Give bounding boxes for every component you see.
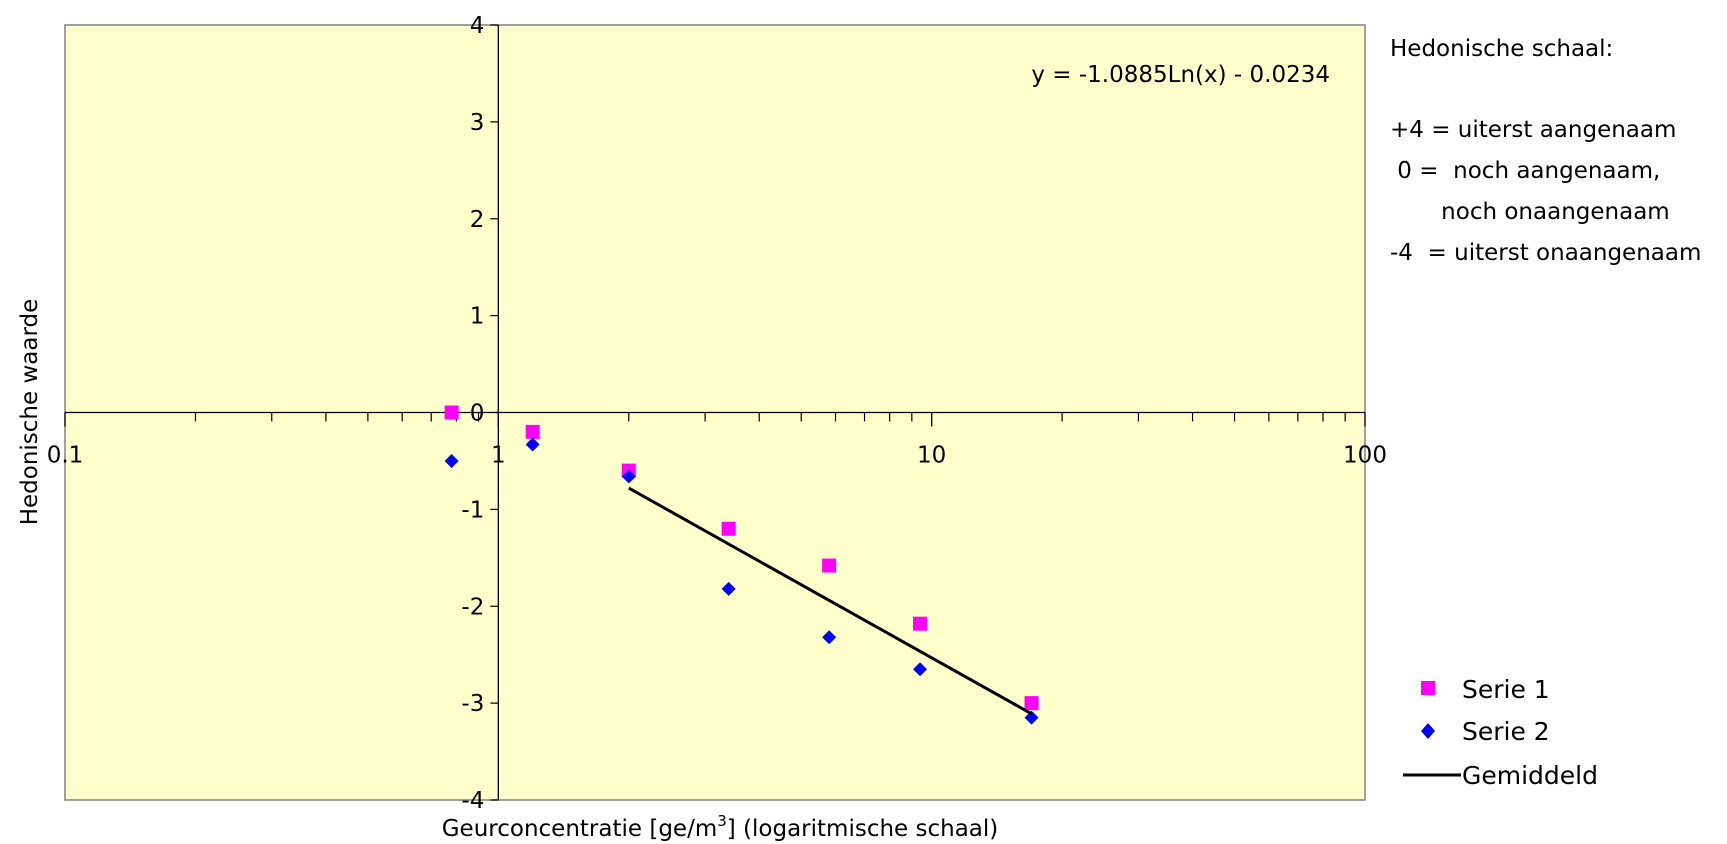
scale-note-line: 0 = noch aangenaam, [1390,158,1660,184]
x-tick-label: 100 [1343,443,1387,469]
point-serie-2 [444,453,459,468]
regression-equation: y = -1.0885Ln(x) - 0.0234 [1031,62,1330,88]
y-axis-title: Hedonische waarde [17,299,43,526]
legend-marker-serie-2 [1421,723,1435,739]
trendline-gemiddeld [628,486,1033,716]
x-axis-title-rest: ] (logaritmische schaal) [727,816,999,842]
y-tick-label: -2 [461,594,484,620]
y-tick-label: 3 [470,110,485,136]
y-tick-label: -1 [461,497,484,523]
scale-note-line: +4 = uiterst aangenaam [1390,117,1676,143]
point-serie-2 [621,469,636,484]
x-tick-label: 0.1 [47,443,84,469]
y-tick-label: 1 [470,304,485,330]
x-tick-label: 1 [491,443,506,469]
x-axis-title-sup: 3 [717,812,727,830]
x-axis-title: Geurconcentratie [ge/m3] (logaritmische … [442,812,999,842]
point-serie-2 [525,437,540,452]
y-tick-label: 4 [470,13,485,39]
point-serie-2 [822,630,837,645]
point-serie-1 [1024,696,1039,711]
legend-label-serie-1: Serie 1 [1462,675,1550,704]
scale-note-line: -4 = uiterst onaangenaam [1390,240,1701,266]
point-serie-1 [913,616,928,631]
scale-note-line: noch onaangenaam [1390,199,1670,225]
point-serie-2 [1024,710,1039,725]
legend-label-gemiddeld: Gemiddeld [1462,761,1598,790]
axes [64,24,1366,801]
point-serie-2 [913,662,928,677]
chart-marks [444,405,1039,725]
point-serie-1 [444,405,459,420]
x-tick-label: 10 [917,443,946,469]
y-tick-label: -3 [461,691,484,717]
legend-label-serie-2: Serie 2 [1462,717,1550,746]
x-axis-title-main: Geurconcentratie [ge/m [442,816,717,842]
legend-marker-serie-1 [1421,681,1435,695]
y-tick-label: -4 [461,788,484,814]
point-serie-2 [721,581,736,596]
point-serie-1 [525,424,540,439]
scale-note-title: Hedonische schaal: [1390,36,1613,62]
y-tick-label: 0 [470,401,485,427]
scale-note: Hedonische schaal: +4 = uiterst aangenaa… [1390,36,1701,266]
y-tick-label: 2 [470,207,485,233]
point-serie-1 [822,558,837,573]
point-serie-1 [721,521,736,536]
legend: Serie 1 Serie 2 Gemiddeld [1403,675,1598,790]
